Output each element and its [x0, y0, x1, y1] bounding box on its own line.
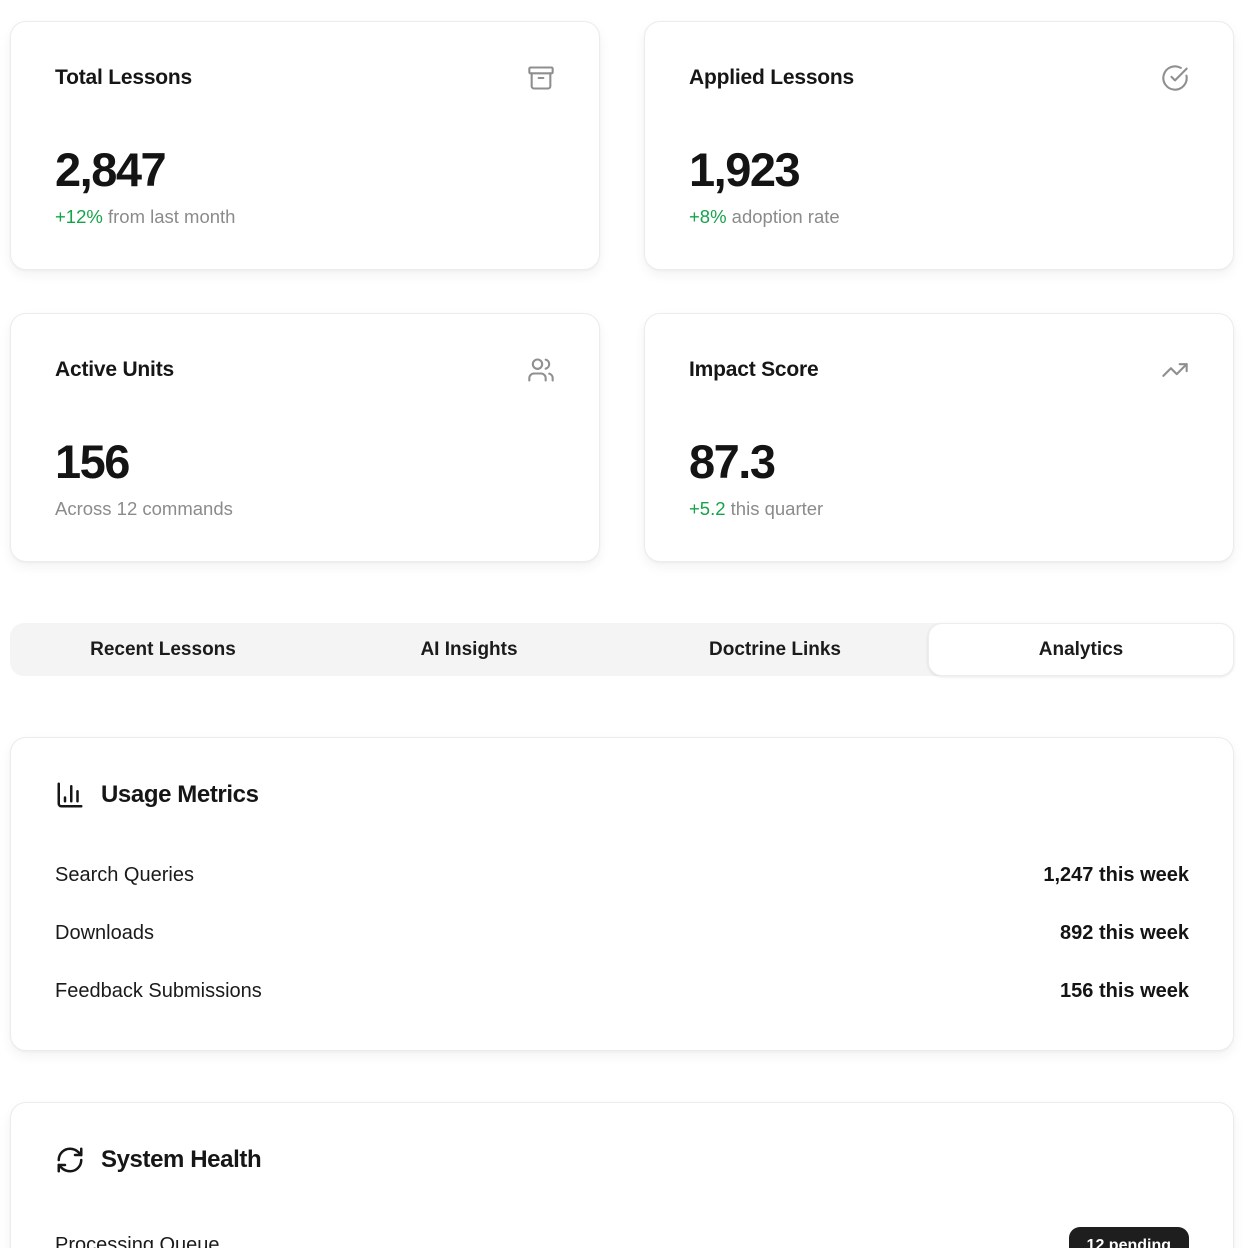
stats-grid: Total Lessons 2,847 +12% from last month…: [10, 21, 1234, 562]
stat-value: 2,847: [55, 143, 167, 196]
stat-note: from last month: [102, 206, 236, 227]
stat-title: Total Lessons: [55, 66, 193, 89]
stat-subtitle: Across 12 commands: [55, 498, 555, 520]
section-title-system-health: System Health: [101, 1146, 262, 1173]
stat-note: Across 12 commands: [55, 498, 233, 519]
metric-label: Feedback Submissions: [55, 980, 262, 1002]
stat-subtitle: +12% from last month: [55, 206, 555, 228]
stat-value: 87.3: [689, 435, 776, 488]
tab-doctrine-links[interactable]: Doctrine Links: [622, 623, 928, 676]
tab-analytics[interactable]: Analytics: [928, 623, 1234, 676]
stat-note: this quarter: [725, 498, 824, 519]
stat-card-total-lessons: Total Lessons 2,847 +12% from last month: [10, 21, 600, 270]
stat-value: 156: [55, 435, 130, 488]
stat-title: Impact Score: [689, 358, 819, 381]
stat-delta: +8%: [689, 206, 727, 227]
check-circle-icon: [1161, 64, 1189, 92]
stat-value: 1,923: [689, 143, 801, 196]
stat-delta: +5.2: [689, 498, 726, 519]
stat-card-impact-score: Impact Score 87.3 +5.2 this quarter: [644, 313, 1234, 562]
users-icon: [527, 356, 555, 384]
refresh-icon: [55, 1145, 85, 1175]
pending-badge: 12 pending: [1068, 1227, 1189, 1248]
section-title-usage-metrics: Usage Metrics: [101, 781, 259, 808]
stat-title: Applied Lessons: [689, 66, 855, 89]
stat-subtitle: +5.2 this quarter: [689, 498, 1189, 520]
metric-label: Downloads: [55, 922, 154, 944]
metric-label: Search Queries: [55, 864, 194, 886]
health-row-processing-queue: Processing Queue 12 pending: [55, 1227, 1189, 1248]
system-health-card: System Health Processing Queue 12 pendin…: [10, 1102, 1234, 1248]
metric-value: 892 this week: [1060, 922, 1189, 944]
metric-value: 1,247 this week: [1043, 864, 1189, 886]
stat-card-applied-lessons: Applied Lessons 1,923 +8% adoption rate: [644, 21, 1234, 270]
tab-ai-insights[interactable]: AI Insights: [316, 623, 622, 676]
stat-title: Active Units: [55, 358, 174, 381]
stat-note: adoption rate: [726, 206, 840, 227]
bar-chart-icon: [55, 780, 85, 810]
archive-icon: [527, 64, 555, 92]
stat-subtitle: +8% adoption rate: [689, 206, 1189, 228]
stat-delta: +12%: [55, 206, 103, 227]
stat-card-active-units: Active Units 156 Across 12 commands: [10, 313, 600, 562]
usage-metrics-card: Usage Metrics Search Queries 1,247 this …: [10, 737, 1234, 1051]
metric-row-feedback-submissions: Feedback Submissions 156 this week: [55, 980, 1189, 1003]
tab-recent-lessons[interactable]: Recent Lessons: [10, 623, 316, 676]
metric-row-downloads: Downloads 892 this week: [55, 922, 1189, 945]
trending-up-icon: [1161, 356, 1189, 384]
metric-row-search-queries: Search Queries 1,247 this week: [55, 864, 1189, 887]
tab-bar: Recent Lessons AI Insights Doctrine Link…: [10, 623, 1234, 676]
health-label: Processing Queue: [55, 1234, 220, 1248]
metric-value: 156 this week: [1060, 980, 1189, 1002]
